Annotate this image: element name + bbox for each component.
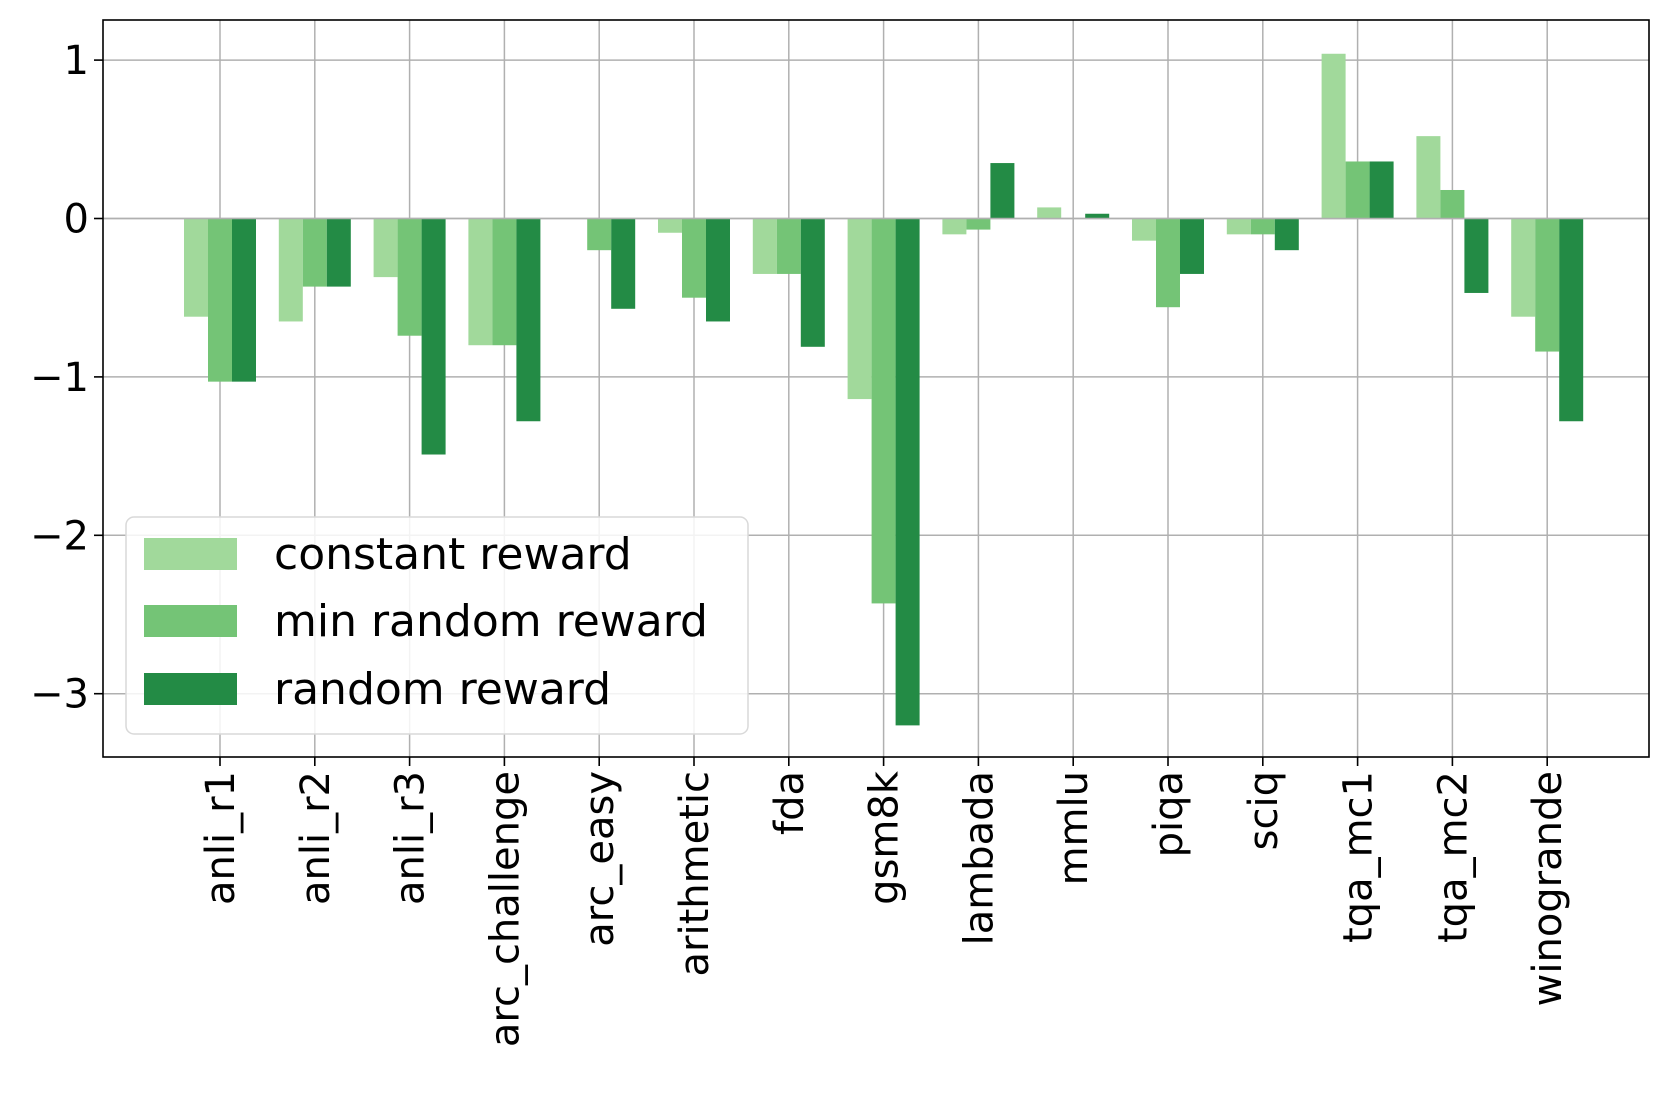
bar-min-random-reward-sciq	[1250, 218, 1275, 235]
bar-min-random-reward-anli-r1	[208, 218, 232, 382]
bar-constant-reward-winogrande	[1511, 218, 1536, 317]
x-tick-label-sciq: sciq	[1241, 771, 1287, 850]
bar-min-random-reward-tqa-mc2	[1440, 189, 1465, 219]
y-tick-label: 1	[64, 38, 89, 84]
bar-constant-reward-gsm8k	[847, 218, 872, 400]
x-tick-label-winogrande: winogrande	[1525, 771, 1571, 1006]
bar-random-reward-anli-r1	[232, 218, 256, 382]
legend-label-random-reward: random reward	[274, 664, 611, 715]
x-tick-label-anli-r1: anli_r1	[198, 771, 244, 905]
bar-constant-reward-anli-r3	[373, 218, 398, 278]
bar-constant-reward-arithmetic	[658, 218, 682, 233]
y-tick-label: 0	[64, 197, 89, 243]
bar-constant-reward-lambada	[942, 218, 967, 235]
bar-random-reward-lambada	[990, 163, 1015, 219]
y-tick-label: −2	[30, 513, 89, 559]
legend-swatch-constant-reward	[144, 538, 237, 570]
bar-random-reward-mmlu	[1085, 213, 1110, 219]
bar-min-random-reward-arc-challenge	[492, 218, 517, 346]
x-tick-label-mmlu: mmlu	[1051, 771, 1097, 885]
legend-label-constant-reward: constant reward	[274, 529, 632, 580]
bar-min-random-reward-gsm8k	[871, 218, 896, 604]
x-tick-label-gsm8k: gsm8k	[862, 770, 908, 905]
bar-constant-reward-piqa	[1132, 218, 1156, 241]
x-tick-label-piqa: piqa	[1146, 771, 1192, 857]
bar-min-random-reward-arithmetic	[682, 218, 706, 298]
bar-random-reward-tqa-mc2	[1464, 218, 1489, 293]
y-tick-label: −3	[30, 672, 89, 718]
x-tick-label-fda: fda	[767, 771, 813, 835]
bar-random-reward-arc-challenge	[516, 218, 541, 422]
plot-frame	[102, 19, 1650, 758]
x-tick-label-arc-easy: arc_easy	[577, 771, 623, 947]
bar-constant-reward-tqa-mc1	[1321, 53, 1346, 219]
bar-min-random-reward-arc-easy	[587, 218, 612, 251]
x-tick-label-lambada: lambada	[956, 771, 1002, 945]
bar-constant-reward-tqa-mc2	[1416, 136, 1441, 219]
bar-min-random-reward-anli-r2	[302, 218, 327, 287]
bar-random-reward-piqa	[1180, 218, 1204, 274]
bar-constant-reward-anli-r2	[278, 218, 303, 322]
bar-constant-reward-fda	[752, 218, 777, 274]
legend-swatch-random-reward	[144, 673, 237, 705]
legend-swatch-min-random-reward	[144, 605, 237, 637]
bar-constant-reward-sciq	[1226, 218, 1251, 235]
y-tick-label: −1	[30, 355, 89, 401]
bar-random-reward-winogrande	[1559, 218, 1584, 422]
bar-constant-reward-arc-challenge	[468, 218, 493, 346]
bar-random-reward-fda	[800, 218, 825, 347]
x-tick-label-tqa-mc2: tqa_mc2	[1430, 771, 1476, 943]
bar-min-random-reward-lambada	[966, 218, 991, 230]
bar-min-random-reward-winogrande	[1535, 218, 1560, 352]
bar-random-reward-anli-r3	[421, 218, 446, 455]
x-tick-label-tqa-mc1: tqa_mc1	[1336, 771, 1382, 943]
bar-constant-reward-mmlu	[1037, 207, 1062, 219]
x-axis-ticks: anli_r1 anli_r2 anli_r3 arc_challenge arc_ea…	[198, 757, 1571, 1047]
bar-random-reward-anli-r2	[326, 218, 351, 287]
bar-min-random-reward-anli-r3	[397, 218, 422, 336]
bar-random-reward-tqa-mc1	[1369, 161, 1394, 219]
legend: constant reward min random reward random…	[125, 516, 749, 735]
bar-constant-reward-anli-r1	[184, 218, 208, 317]
bar-min-random-reward-fda	[776, 218, 801, 274]
y-axis-ticks: 1 0 −1 −2 −3	[30, 38, 103, 718]
bar-random-reward-gsm8k	[895, 218, 920, 726]
bar-random-reward-arithmetic	[706, 218, 730, 322]
x-tick-label-anli-r2: anli_r2	[293, 771, 339, 905]
legend-label-min-random-reward: min random reward	[274, 596, 708, 647]
bar-random-reward-sciq	[1274, 218, 1299, 251]
x-tick-label-arithmetic: arithmetic	[672, 771, 718, 976]
x-tick-label-anli-r3: anli_r3	[388, 771, 434, 905]
bars	[184, 53, 1584, 726]
bar-min-random-reward-tqa-mc1	[1345, 161, 1370, 219]
x-tick-label-arc-challenge: arc_challenge	[482, 771, 528, 1047]
legend-box	[125, 516, 749, 735]
bar-random-reward-arc-easy	[611, 218, 636, 309]
bar-min-random-reward-piqa	[1156, 218, 1180, 308]
